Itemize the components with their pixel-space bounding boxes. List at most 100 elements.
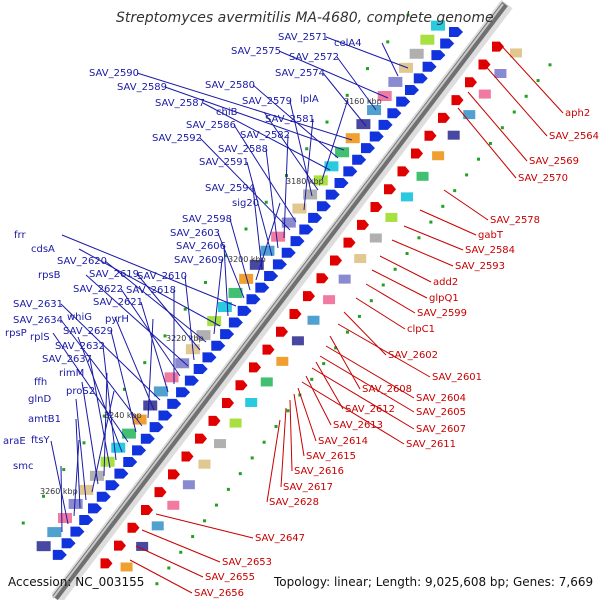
gene-feature: [154, 487, 167, 498]
gene-feature: [184, 375, 199, 386]
tick-label: 3180 kbp: [286, 177, 324, 186]
gene-feature: [182, 480, 195, 490]
gene-feature: [281, 247, 296, 258]
gene-feature: [262, 440, 266, 444]
label-leader-line: [419, 209, 477, 236]
label-leader-line: [102, 345, 117, 461]
gene-label: SAV_2587: [155, 98, 205, 109]
gene-feature: [276, 326, 288, 337]
gene-feature: [356, 119, 371, 130]
label-leader-line: [81, 381, 99, 485]
gene-feature: [82, 441, 86, 445]
gene-feature: [181, 451, 194, 462]
gene-feature: [422, 61, 437, 72]
gene-label: SAV_2628: [269, 497, 319, 508]
gene-feature: [354, 254, 367, 264]
gene-feature: [111, 442, 126, 453]
label-leader-line: [252, 84, 339, 159]
gene-feature: [325, 120, 329, 124]
gene-feature: [249, 362, 261, 373]
gene-feature: [217, 302, 232, 313]
gene-feature: [404, 85, 419, 96]
label-leader-line: [89, 358, 111, 469]
label-leader-line: [104, 260, 207, 343]
gene-label: SAV_2578: [490, 215, 540, 226]
gene-feature: [245, 397, 258, 407]
label-leader-line: [391, 239, 454, 267]
gene-feature: [211, 340, 226, 351]
gene-feature: [324, 161, 339, 172]
gene-feature: [298, 393, 302, 397]
tick-labels: 3160 kbp 3180 kbp 3200 kbp 3220 kbp 3240 kbp…: [40, 97, 382, 496]
label-leader-line: [381, 42, 399, 77]
gene-feature: [431, 50, 446, 61]
tick-label: 3240 kbp: [104, 411, 142, 420]
gene-feature: [346, 330, 349, 334]
gene-label: whiG: [67, 312, 92, 323]
label-leader-line: [311, 367, 415, 430]
tick-label: 3200 kbp: [228, 255, 266, 264]
gene-feature: [409, 48, 424, 59]
label-leader-line: [325, 36, 409, 69]
gene-feature: [123, 456, 138, 467]
gene-label: gabT: [478, 230, 504, 241]
gene-feature: [416, 171, 429, 181]
gene-feature: [330, 255, 342, 266]
label-leader-line: [325, 345, 415, 399]
axis-backbone: [52, 1, 508, 600]
gene-feature: [195, 433, 207, 444]
label-leader-line: [266, 419, 281, 503]
gene-feature: [438, 112, 450, 123]
label-leader-line: [293, 393, 305, 457]
gene-label: SAV_2588: [218, 144, 268, 155]
gene-feature: [352, 154, 367, 165]
gene-feature: [381, 283, 385, 287]
gene-feature: [61, 538, 76, 549]
gene-label: SAV_2574: [275, 68, 325, 79]
gene-label: frr: [14, 230, 26, 241]
gene-label: pyrH: [105, 314, 129, 325]
gene-label: rpsP: [5, 328, 27, 339]
gene-feature: [175, 358, 190, 369]
gene-feature: [303, 189, 318, 200]
gene-feature: [176, 387, 191, 398]
gene-feature: [386, 40, 390, 44]
gene-feature: [384, 184, 396, 195]
gene-feature: [431, 20, 445, 31]
label-leader-line: [301, 381, 405, 445]
label-leader-line: [443, 189, 489, 221]
gene-label: SAV_2655: [205, 572, 255, 583]
gene-label: SAV_2579: [242, 96, 292, 107]
label-leader-line: [213, 259, 223, 335]
gene-feature: [281, 217, 296, 228]
label-leader-line: [467, 91, 528, 162]
gene-feature: [222, 398, 234, 409]
gene-label: SAV_2607: [416, 424, 466, 435]
gene-feature: [62, 468, 66, 472]
gene-feature: [250, 456, 254, 460]
gene-label: SAV_2611: [406, 439, 456, 450]
gene-feature: [120, 562, 133, 572]
gene-feature: [88, 503, 103, 514]
gene-feature: [536, 79, 540, 83]
gene-feature: [325, 189, 340, 200]
gene-label: SAV_2569: [529, 156, 579, 167]
tick-label: 3160 kbp: [344, 97, 382, 106]
gene-feature: [429, 220, 433, 224]
gene-feature: [237, 305, 252, 316]
gene-feature: [477, 157, 481, 161]
gene-label: SAV_2571: [278, 32, 328, 43]
gene-feature: [102, 414, 106, 418]
gene-feature: [141, 504, 153, 515]
label-leader-line: [73, 439, 80, 517]
label-leader-line: [135, 545, 204, 578]
gene-feature: [413, 73, 428, 84]
gene-label: clpC1: [407, 324, 435, 335]
gene-label: rimM: [59, 368, 84, 379]
label-leader-line: [155, 513, 254, 539]
label-leader-line: [329, 335, 361, 390]
label-leader-line: [136, 273, 201, 351]
gene-feature: [447, 130, 460, 140]
gene-feature: [512, 110, 516, 114]
gene-feature: [220, 329, 235, 340]
